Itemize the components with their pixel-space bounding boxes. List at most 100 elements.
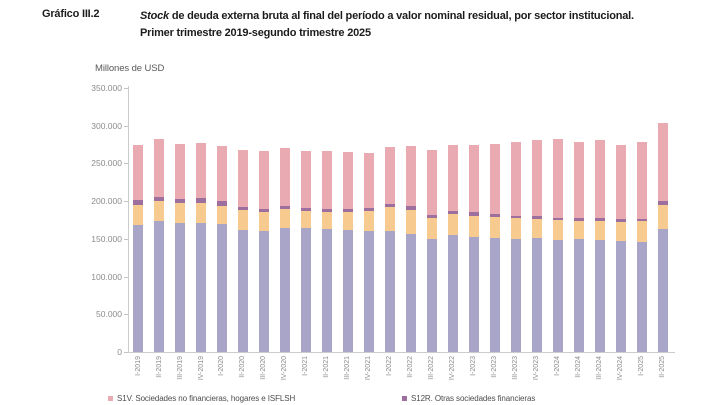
- y-tick-label: 150.000: [91, 233, 122, 244]
- x-tick-label: III-2021: [344, 356, 352, 380]
- legend-item: S1V. Sociedades no financieras, hogares …: [108, 394, 295, 403]
- x-tick-label: III-2020: [260, 356, 268, 380]
- bar-segment: [217, 205, 228, 224]
- bar-segment: [552, 138, 563, 218]
- bar-segment: [573, 217, 584, 221]
- bar-segment: [615, 241, 626, 352]
- chart-title-emphasis: Stock: [140, 10, 169, 22]
- bar-segment: [385, 204, 396, 208]
- stacked-bar-IV-2020: [280, 148, 291, 352]
- x-tick-label: III-2022: [428, 356, 436, 380]
- x-tick-label: II-2024: [574, 356, 582, 378]
- stacked-bar-II-2022: [405, 146, 416, 352]
- bar-segment: [343, 229, 354, 352]
- bar-segment: [426, 238, 437, 352]
- bar-segment: [259, 208, 270, 212]
- bar-segment: [154, 201, 165, 221]
- bar-segment: [405, 210, 416, 234]
- x-tick-label: II-2019: [155, 356, 163, 378]
- y-axis-unit-label: Millones de USD: [95, 63, 165, 74]
- x-tick-label: III-2024: [595, 356, 603, 380]
- bar-segment: [405, 233, 416, 352]
- stacked-bar-II-2023: [489, 143, 500, 352]
- bar-segment: [238, 210, 249, 230]
- bar-segment: [196, 143, 207, 199]
- bar-segment: [154, 196, 165, 202]
- bar-segment: [280, 209, 291, 228]
- stacked-bar-III-2020: [259, 151, 270, 352]
- y-axis-line: [128, 86, 129, 353]
- bar-segment: [196, 198, 207, 204]
- stacked-bar-IV-2024: [615, 145, 626, 352]
- x-tick-label: IV-2019: [197, 356, 205, 381]
- bar-segment: [468, 236, 479, 352]
- bar-segment: [175, 198, 186, 204]
- bar-segment: [217, 223, 228, 352]
- bar-segment: [657, 201, 668, 205]
- figure-label: Gráfico III.2: [42, 8, 100, 20]
- bar-segment: [468, 145, 479, 213]
- x-tick-label: IV-2021: [365, 356, 373, 381]
- stacked-bar-IV-2021: [364, 152, 375, 352]
- x-tick-label: III-2019: [176, 356, 184, 380]
- plot-area: [128, 88, 673, 352]
- bar-segment: [385, 207, 396, 232]
- y-tick-mark: [124, 314, 128, 316]
- bar-segment: [238, 229, 249, 352]
- bar-segment: [657, 122, 668, 202]
- y-tick-mark: [124, 88, 128, 89]
- bar-segment: [322, 150, 333, 209]
- bar-segment: [364, 231, 375, 352]
- bar-segment: [594, 220, 605, 241]
- bar-segment: [573, 141, 584, 218]
- bar-segment: [552, 220, 563, 240]
- stacked-bar-III-2024: [594, 140, 605, 352]
- bar-segment: [133, 200, 144, 205]
- chart-title-line2: Primer trimestre 2019-segundo trimestre …: [140, 27, 371, 39]
- stacked-bar-II-2025: [657, 122, 668, 352]
- x-tick-label: I-2019: [134, 356, 142, 376]
- stacked-bar-II-2024: [573, 141, 584, 352]
- x-tick-label: I-2025: [637, 356, 645, 376]
- x-tick-label: IV-2022: [449, 356, 457, 381]
- stacked-bar-I-2021: [301, 151, 312, 352]
- y-tick-mark: [124, 352, 128, 353]
- bar-segment: [259, 230, 270, 352]
- x-tick-label: II-2025: [658, 356, 666, 378]
- x-tick-label: IV-2024: [616, 356, 624, 381]
- bar-segment: [364, 152, 375, 208]
- x-tick-label: I-2024: [553, 356, 561, 376]
- stacked-bar-I-2024: [552, 138, 563, 352]
- x-tick-label: I-2021: [302, 356, 310, 376]
- bar-segment: [259, 151, 270, 209]
- bar-segment: [552, 217, 563, 221]
- y-tick-label: 50.000: [96, 309, 122, 320]
- bar-segment: [154, 220, 165, 352]
- bar-segment: [531, 140, 542, 217]
- bar-segment: [510, 217, 521, 239]
- stacked-bar-IV-2023: [531, 140, 542, 352]
- stacked-bar-III-2021: [343, 152, 354, 352]
- bar-segment: [447, 235, 458, 352]
- stacked-bar-III-2022: [426, 149, 437, 352]
- bar-segment: [196, 223, 207, 352]
- y-tick-label: 300.000: [91, 120, 122, 131]
- legend-swatch: [108, 396, 113, 401]
- bar-segment: [510, 215, 521, 218]
- bar-segment: [343, 212, 354, 230]
- y-tick-label: 200.000: [91, 196, 122, 207]
- bar-segment: [133, 225, 144, 352]
- bar-segment: [217, 146, 228, 202]
- bar-segment: [385, 231, 396, 352]
- stacked-bar-I-2019: [133, 144, 144, 352]
- bar-segment: [238, 149, 249, 208]
- chart-title-rest: de deuda externa bruta al final del perí…: [168, 10, 634, 22]
- bar-segment: [531, 216, 542, 219]
- bar-segment: [636, 218, 647, 221]
- stacked-bar-II-2019: [154, 139, 165, 352]
- legend-swatch: [402, 396, 407, 401]
- y-tick-mark: [124, 276, 128, 278]
- bar-segment: [196, 203, 207, 224]
- bar-segment: [405, 206, 416, 211]
